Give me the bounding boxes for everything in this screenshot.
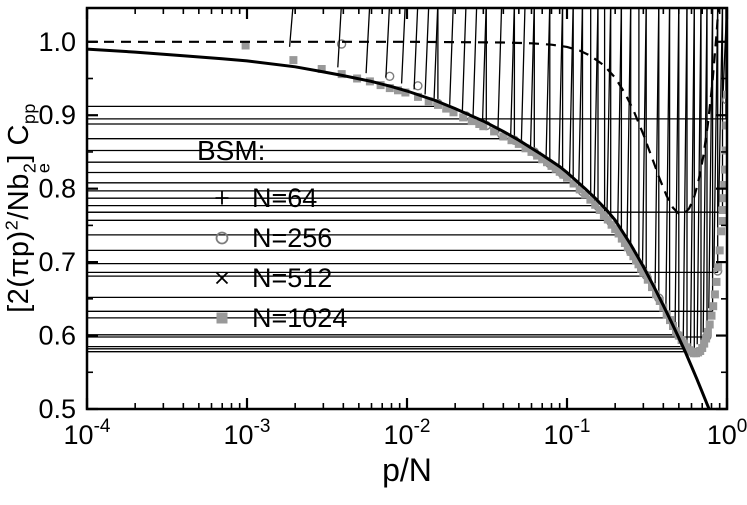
legend-title: BSM: [197,135,265,166]
y-tick-label: 0.6 [38,321,76,351]
x-axis-label: p/N [382,452,432,488]
legend-label-N=512: N=512 [252,263,332,293]
legend-label-N=256: N=256 [252,223,332,253]
x-tick-label: 100 [707,416,747,450]
plot-area [87,8,727,409]
series-N=64 [87,8,727,353]
y-tick-label: 0.5 [38,394,76,424]
y-tick-label: 0.9 [38,100,76,130]
x-tick-label: 10-2 [384,416,431,450]
y-tick-label: 0.7 [38,247,76,277]
y-tick-label: 0.8 [38,174,76,204]
x-tick-label: 10-1 [544,416,591,450]
x-tick-label: 10-4 [64,416,111,450]
legend-label-N=64: N=64 [252,183,317,213]
legend: BSM: N=64 N=256 N=512 N=1024 [197,135,347,333]
y-tick-label: 1.0 [38,27,76,57]
solid-theory-curve [87,47,711,409]
x-tick-label: 10-3 [224,416,271,450]
legend-label-N=1024: N=1024 [252,303,347,333]
dashed-curve [87,8,720,215]
